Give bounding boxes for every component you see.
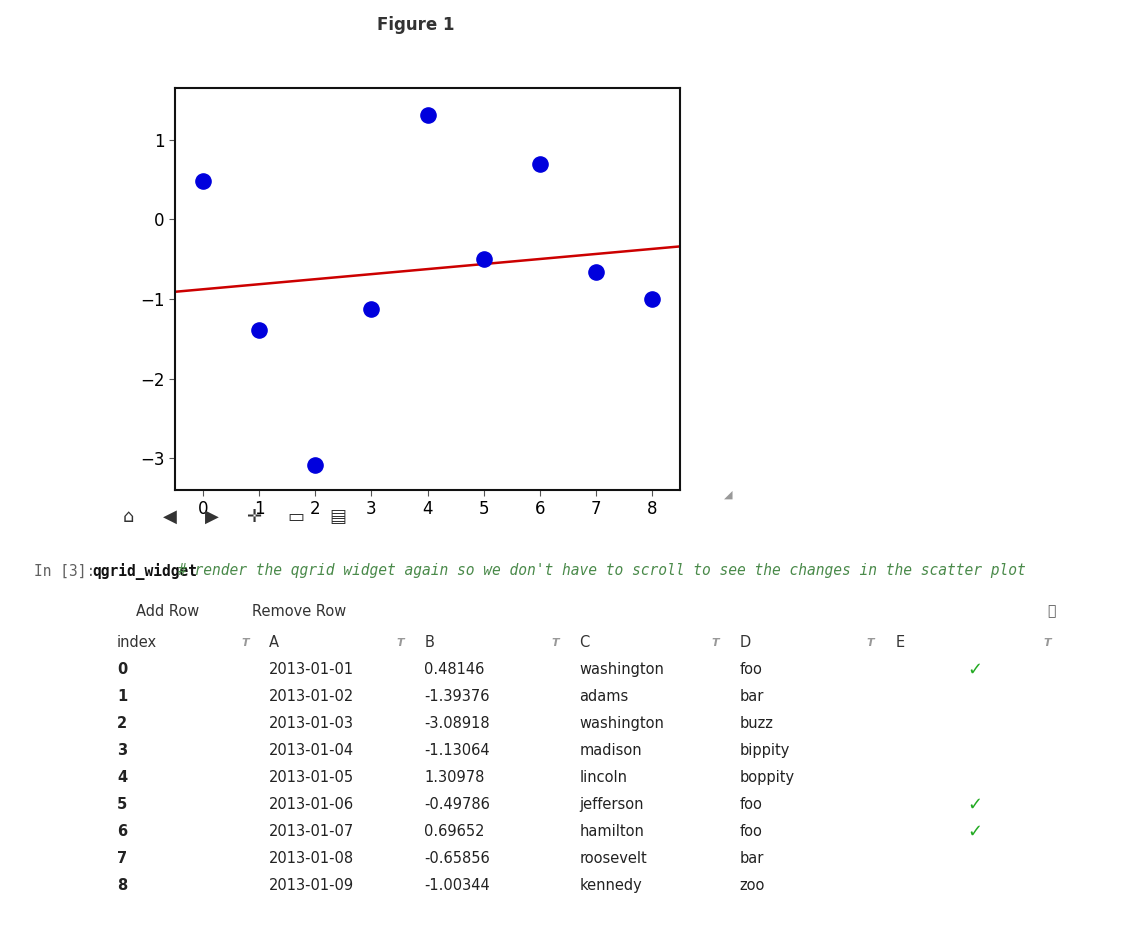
- Text: -1.13064: -1.13064: [425, 743, 490, 758]
- Text: C: C: [579, 635, 590, 650]
- Text: T: T: [396, 637, 404, 648]
- Point: [194, 173, 212, 188]
- Text: bippity: bippity: [740, 743, 790, 758]
- Text: E: E: [896, 635, 905, 650]
- Text: ⌂: ⌂: [123, 508, 134, 526]
- Text: Remove Row: Remove Row: [252, 604, 346, 619]
- Text: D: D: [740, 635, 751, 650]
- Text: 0.69652: 0.69652: [425, 824, 485, 839]
- Text: ◀: ◀: [164, 508, 177, 526]
- Text: kennedy: kennedy: [579, 878, 642, 893]
- Text: T: T: [711, 637, 719, 648]
- Text: ◢: ◢: [724, 490, 733, 500]
- Text: adams: adams: [579, 689, 629, 704]
- Text: madison: madison: [579, 743, 642, 758]
- Text: 2: 2: [117, 716, 127, 731]
- Text: Add Row: Add Row: [136, 604, 200, 619]
- Point: [250, 323, 268, 338]
- Text: zoo: zoo: [740, 878, 765, 893]
- Text: boppity: boppity: [740, 770, 794, 785]
- Text: 2013-01-09: 2013-01-09: [269, 878, 354, 893]
- Text: 7: 7: [117, 851, 127, 866]
- Text: ✓: ✓: [967, 661, 982, 679]
- Text: 0.48146: 0.48146: [425, 662, 485, 677]
- Text: lincoln: lincoln: [579, 770, 627, 785]
- Text: ▭: ▭: [287, 508, 304, 526]
- Text: 0: 0: [117, 662, 127, 677]
- Text: 2013-01-02: 2013-01-02: [269, 689, 354, 704]
- Text: ▤: ▤: [329, 508, 346, 526]
- Text: -3.08918: -3.08918: [425, 716, 490, 731]
- Text: ✓: ✓: [967, 796, 982, 813]
- Text: 1: 1: [117, 689, 127, 704]
- Text: foo: foo: [740, 662, 762, 677]
- Text: ✛: ✛: [247, 508, 261, 526]
- Text: A: A: [269, 635, 279, 650]
- Text: jefferson: jefferson: [579, 797, 644, 812]
- Text: Figure 1: Figure 1: [377, 16, 454, 34]
- Text: 5: 5: [117, 797, 127, 812]
- Point: [587, 264, 605, 279]
- Text: buzz: buzz: [740, 716, 774, 731]
- Text: T: T: [867, 637, 874, 648]
- Text: foo: foo: [740, 824, 762, 839]
- Text: bar: bar: [740, 689, 763, 704]
- Text: B: B: [425, 635, 434, 650]
- Text: -1.00344: -1.00344: [425, 878, 490, 893]
- Text: 6: 6: [117, 824, 127, 839]
- Text: 2013-01-03: 2013-01-03: [269, 716, 354, 731]
- Text: roosevelt: roosevelt: [579, 851, 648, 866]
- Text: hamilton: hamilton: [579, 824, 644, 839]
- Text: T: T: [1044, 637, 1052, 648]
- Text: qgrid_widget: qgrid_widget: [93, 563, 198, 579]
- Text: # render the qgrid widget again so we don't have to scroll to see the changes in: # render the qgrid widget again so we do…: [177, 563, 1026, 578]
- Text: washington: washington: [579, 716, 665, 731]
- Point: [362, 302, 381, 317]
- Text: 2013-01-08: 2013-01-08: [269, 851, 354, 866]
- Text: washington: washington: [579, 662, 665, 677]
- Text: foo: foo: [740, 797, 762, 812]
- Text: bar: bar: [740, 851, 763, 866]
- Text: 1.30978: 1.30978: [425, 770, 485, 785]
- Text: In [3]:: In [3]:: [34, 563, 95, 578]
- Point: [307, 458, 325, 473]
- Text: 2013-01-04: 2013-01-04: [269, 743, 354, 758]
- Text: ✓: ✓: [967, 823, 982, 841]
- Point: [531, 156, 549, 171]
- Text: T: T: [551, 637, 559, 648]
- Text: -0.49786: -0.49786: [425, 797, 490, 812]
- Text: 8: 8: [117, 878, 127, 893]
- Text: 4: 4: [117, 770, 127, 785]
- Text: ▶: ▶: [206, 508, 219, 526]
- Point: [418, 108, 436, 123]
- Text: 2013-01-01: 2013-01-01: [269, 662, 354, 677]
- Text: T: T: [242, 637, 250, 648]
- Text: 2013-01-07: 2013-01-07: [269, 824, 354, 839]
- Point: [475, 252, 493, 267]
- Text: 2013-01-06: 2013-01-06: [269, 797, 354, 812]
- Text: -0.65856: -0.65856: [425, 851, 490, 866]
- Text: index: index: [117, 635, 157, 650]
- Text: ⤢: ⤢: [1046, 604, 1055, 618]
- Text: -1.39376: -1.39376: [425, 689, 490, 704]
- Text: 2013-01-05: 2013-01-05: [269, 770, 354, 785]
- Point: [643, 292, 661, 307]
- Text: 3: 3: [117, 743, 127, 758]
